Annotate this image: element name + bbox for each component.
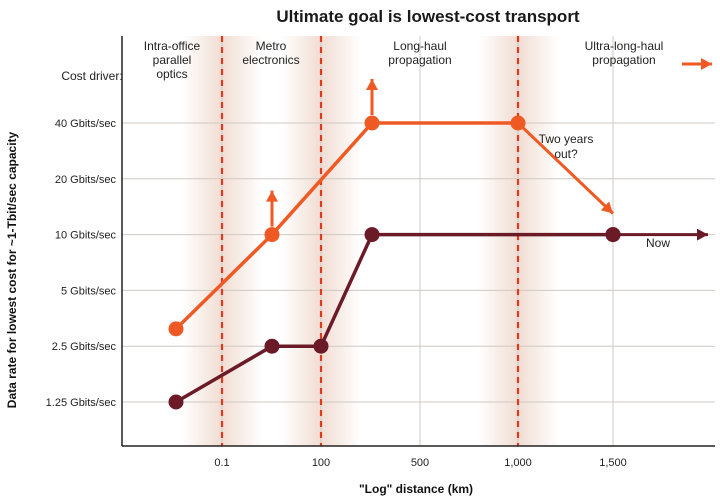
data-point <box>168 321 184 337</box>
region-shade-right-2 <box>518 36 558 446</box>
x-tick-label: 0.1 <box>214 457 229 469</box>
data-point <box>168 394 184 410</box>
rate-increase-arrow-longhaul-head <box>366 79 378 90</box>
region-dividers <box>220 36 520 446</box>
data-point <box>510 115 526 131</box>
series-arrow-1-head <box>697 228 708 241</box>
y-tick-label: 10 Gbits/sec <box>55 230 117 242</box>
series-markers <box>168 115 621 410</box>
region-labels: Intra-office parallel optics Metro electroni… <box>144 39 664 81</box>
rate-increase-arrow-metro-head <box>266 190 278 202</box>
y-tick-label: 20 Gbits/sec <box>55 174 117 186</box>
ultra-long-haul-arrow-head <box>701 58 712 70</box>
region-shade-left-0 <box>182 36 222 446</box>
data-point <box>264 227 280 243</box>
region-shade-left-1 <box>281 36 321 446</box>
series-line-0 <box>174 121 518 331</box>
y-tick-label: 5 Gbits/sec <box>61 285 117 297</box>
data-point <box>364 115 380 131</box>
x-tick-label: 100 <box>312 457 330 469</box>
region-label: Long-haul propagation <box>388 39 451 67</box>
data-point <box>364 227 380 243</box>
series-arrow-0-shaft <box>516 121 615 215</box>
series-label-two-years-out: Two years out? <box>539 132 594 161</box>
data-point <box>605 227 621 243</box>
region-shade-right-1 <box>321 36 361 446</box>
y-tick-label: 40 Gbits/sec <box>55 118 117 130</box>
y-tick-label: 2.5 Gbits/sec <box>52 341 117 353</box>
x-axis-title: "Log" distance (km) <box>359 482 473 496</box>
x-axis-ticks: 0.1 100 500 1,000 1,500 <box>214 457 626 469</box>
chart-title: Ultimate goal is lowest-cost transport <box>276 7 580 26</box>
cost-driver-label: Cost driver: <box>61 69 122 83</box>
data-point <box>264 338 280 354</box>
data-point <box>313 338 329 354</box>
y-axis-title: Data rate for lowest cost for ~1-Tbit/se… <box>5 131 19 408</box>
series-arrow-0-head <box>600 201 613 214</box>
region-shade-left-2 <box>478 36 518 446</box>
region-label: Intra-office parallel optics <box>144 39 201 81</box>
region-shade-right-0 <box>222 36 262 446</box>
y-axis-ticks: 1.25 Gbits/sec 2.5 Gbits/sec 5 Gbits/sec 10… <box>46 118 117 409</box>
x-tick-label: 1,000 <box>504 457 532 469</box>
region-label: Ultra-long-haul propagation <box>585 39 664 67</box>
series-label-now: Now <box>646 236 670 250</box>
x-tick-label: 1,500 <box>599 457 627 469</box>
y-tick-label: 1.25 Gbits/sec <box>46 397 117 409</box>
region-label: Metro electronics <box>242 39 299 67</box>
region-shading <box>182 36 558 446</box>
annotations: Two years out? Now <box>266 58 712 250</box>
x-tick-label: 500 <box>411 457 429 469</box>
